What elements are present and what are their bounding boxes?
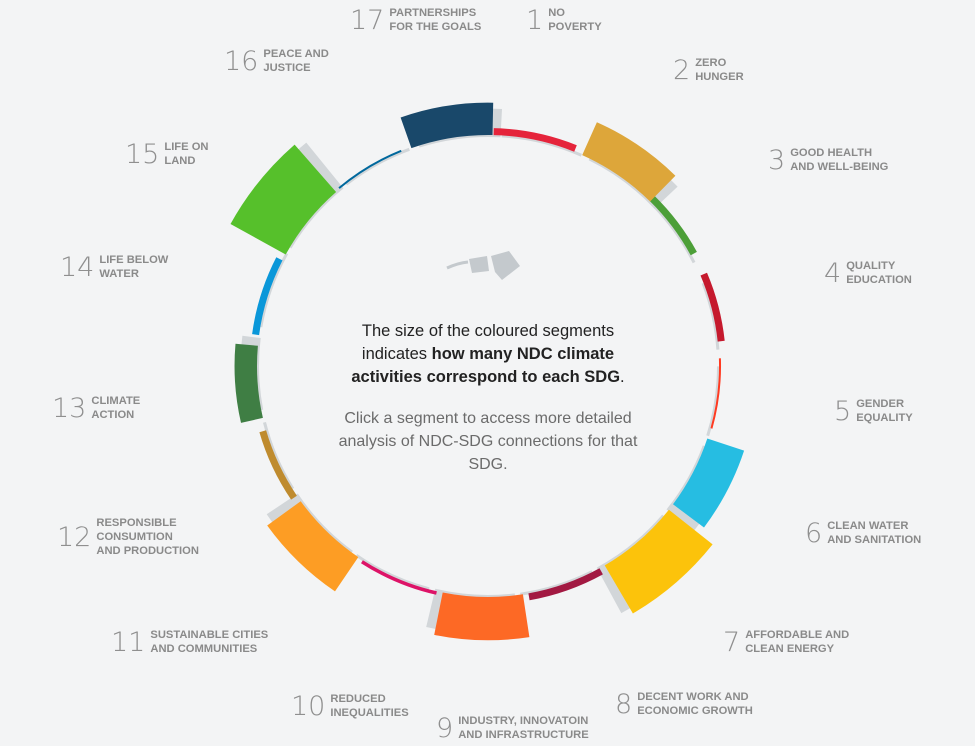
sdg-label-15[interactable]: 15 Life on Land: [125, 140, 209, 168]
segment-shadow-14: [259, 252, 289, 328]
sdg-segment-7[interactable]: [604, 509, 713, 614]
sdg-segment-11[interactable]: [267, 501, 359, 592]
instruction-text: Click a segment to access more detailed …: [338, 410, 638, 473]
sdg-segment-4[interactable]: [700, 272, 725, 342]
sdg-number: 13: [52, 392, 87, 424]
sdg-label-2[interactable]: 2 Zero Hunger: [673, 56, 744, 84]
description-intro: The size of the coloured segments indica…: [361, 322, 615, 363]
sdg-name: No Poverty: [548, 7, 602, 33]
segment-shadow-4: [701, 282, 720, 350]
sdg-name: Industry, Innovatoin and Infrastructure: [458, 715, 589, 741]
sdg-segment-15[interactable]: [230, 144, 337, 255]
sdg-name: Life Below Water: [99, 254, 169, 280]
sdg-label-13[interactable]: 13 Climate Action: [52, 394, 140, 422]
sdg-number: 5: [834, 395, 852, 427]
segment-shadow-1: [501, 134, 582, 157]
sdg-name: Good Health and Well-Being: [790, 147, 889, 173]
sdg-label-1[interactable]: 1 No Poverty: [526, 6, 602, 34]
sdg-name: Life on Land: [164, 141, 209, 167]
description-text: The size of the coloured segments indica…: [328, 320, 648, 389]
sdg-segment-5[interactable]: [710, 358, 722, 429]
sdg-number: 14: [60, 251, 95, 283]
sdg-number: 3: [768, 144, 786, 176]
sdg-number: 16: [224, 45, 259, 77]
center-explanation: The size of the coloured segments indica…: [328, 320, 648, 476]
segment-shadow-8: [520, 570, 593, 596]
sdg-number: 12: [57, 521, 92, 553]
sdg-name: Partnerships for the Goals: [389, 7, 482, 33]
sdg-segment-3[interactable]: [649, 195, 697, 256]
sdg-number: 17: [350, 4, 385, 36]
legend-arc-medium: [469, 256, 489, 273]
sdg-name: Decent Work and Economic Growth: [637, 691, 753, 717]
sdg-label-11[interactable]: 11 Sustainable Cities and Communities: [111, 628, 268, 656]
sdg-label-9[interactable]: 9 Industry, Innovatoin and Infrastructure: [436, 714, 589, 742]
description-end: .: [620, 368, 625, 386]
ring-segments: [252, 128, 725, 601]
sdg-name: Reduced Inequalities: [330, 693, 409, 719]
sdg-number: 6: [805, 517, 823, 549]
block-segments: [230, 102, 745, 641]
sdg-number: 9: [436, 712, 454, 744]
segment-shadow-12: [263, 422, 295, 490]
sdg-segment-2[interactable]: [582, 122, 676, 202]
sdg-segment-14[interactable]: [252, 257, 283, 336]
sdg-name: Clean Water and Sanitation: [827, 520, 922, 546]
sdg-label-8[interactable]: 8 Decent Work and Economic Growth: [615, 690, 753, 718]
sdg-number: 15: [125, 138, 160, 170]
sdg-segment-9[interactable]: [434, 592, 530, 641]
sdg-label-4[interactable]: 4 Quality Education: [824, 259, 912, 287]
sdg-number: 4: [824, 257, 842, 289]
sdg-label-3[interactable]: 3 Good Health and Well-Being: [768, 146, 888, 174]
sdg-segment-8[interactable]: [528, 568, 603, 601]
sdg-segment-10[interactable]: [361, 560, 437, 595]
sdg-label-6[interactable]: 6 Clean Water and Sanitation: [805, 519, 921, 547]
sdg-segment-12[interactable]: [259, 430, 297, 500]
sdg-name: Quality Education: [846, 260, 912, 286]
sdg-label-5[interactable]: 5 Gender Equality: [834, 397, 913, 425]
sdg-number: 7: [723, 626, 741, 658]
sdg-number: 8: [615, 688, 633, 720]
size-legend-glyph: [446, 251, 520, 280]
legend-arc-large: [491, 251, 520, 280]
sdg-segment-17[interactable]: [400, 102, 494, 149]
sdg-number: 2: [673, 54, 691, 86]
segment-shadow-16: [345, 147, 410, 186]
sdg-segment-16[interactable]: [338, 149, 402, 189]
sdg-name: Responsible Consumtion and Production: [96, 517, 199, 557]
sdg-name: Peace and Justice: [263, 48, 329, 74]
sdg-segment-13[interactable]: [234, 343, 263, 423]
sdg-number: 1: [526, 4, 544, 36]
sdg-label-17[interactable]: 17 Partnerships for the Goals: [350, 6, 481, 34]
sdg-label-7[interactable]: 7 Affordable and Clean Energy: [723, 628, 849, 656]
sdg-number: 10: [291, 690, 326, 722]
sdg-label-14[interactable]: 14 Life Below Water: [60, 253, 168, 281]
description-bold: how many NDC climate activities correspo…: [351, 345, 621, 386]
sdg-label-16[interactable]: 16 Peace and Justice: [224, 47, 329, 75]
sdg-name: Gender Equality: [856, 398, 913, 424]
sdg-name: Affordable and Clean Energy: [745, 629, 850, 655]
sdg-label-10[interactable]: 10 Reduced Inequalities: [291, 692, 409, 720]
sdg-number: 11: [111, 626, 146, 658]
sdg-segment-6[interactable]: [673, 438, 745, 528]
sdg-name: Climate Action: [91, 395, 141, 421]
sdg-segment-1[interactable]: [493, 128, 577, 152]
sdg-label-12[interactable]: 12 Responsible Consumtion and Production: [57, 516, 199, 558]
segment-shadow-10: [355, 554, 430, 591]
segment-shadow-5: [706, 366, 720, 437]
sdg-name: Sustainable Cities and Communities: [150, 629, 269, 655]
sdg-name: Zero Hunger: [695, 57, 744, 83]
legend-arc-small: [446, 260, 469, 270]
segment-shadow-3: [653, 205, 696, 264]
